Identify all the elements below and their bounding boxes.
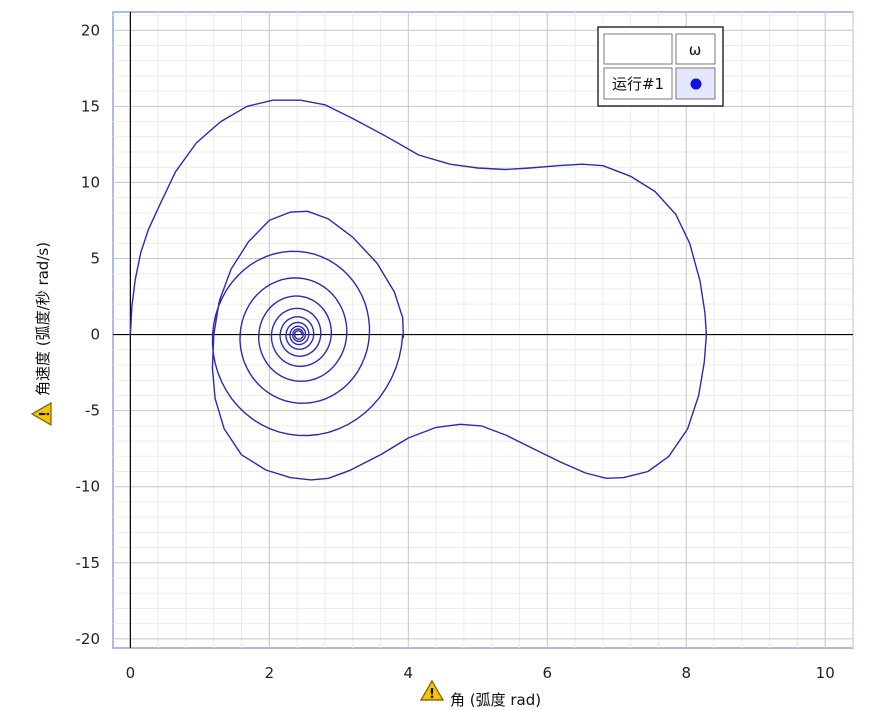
- x-axis-title-group: !: [419, 679, 445, 702]
- svg-text:!: !: [38, 411, 53, 417]
- y-tick-label: -15: [76, 554, 101, 572]
- y-tick-label: 0: [90, 326, 100, 344]
- series-line-omega: [129, 99, 708, 481]
- svg-text:!: !: [429, 687, 435, 702]
- warning-icon[interactable]: !: [30, 401, 53, 427]
- y-tick-label: -10: [76, 478, 101, 496]
- major-grid: [113, 12, 853, 648]
- y-tick-label: 5: [90, 249, 100, 267]
- x-tick-label: 4: [404, 664, 414, 682]
- x-axis-title: 角 (弧度 rad): [450, 691, 541, 709]
- y-tick-label: 20: [81, 21, 100, 39]
- x-tick-label: 8: [681, 664, 691, 682]
- legend-header-cell: [675, 33, 716, 65]
- minor-grid: [113, 12, 854, 648]
- warning-icon[interactable]: !: [419, 679, 445, 702]
- legend-series-header: ω: [689, 41, 702, 59]
- y-tick-labels: -20 -15 -10 -5 0 5 10 15 20: [76, 21, 101, 648]
- legend-run-label: 运行#1: [612, 75, 664, 93]
- legend-row-cell: [603, 67, 673, 100]
- x-tick-label: 2: [265, 664, 275, 682]
- y-tick-label: -20: [76, 630, 101, 648]
- legend[interactable]: ω 运行#1: [597, 26, 724, 107]
- legend-corner-cell: [603, 33, 673, 65]
- legend-series-marker: [690, 78, 702, 90]
- x-tick-label: 6: [542, 664, 552, 682]
- x-tick-label: 10: [816, 664, 835, 682]
- series-layer: [129, 99, 708, 481]
- y-tick-label: 15: [81, 97, 100, 115]
- plot-background: [112, 11, 854, 649]
- y-tick-label: 10: [81, 173, 100, 191]
- x-tick-labels: 0 2 4 6 8 10: [126, 664, 835, 682]
- y-axis-title-group: !: [30, 401, 53, 427]
- y-tick-label: -5: [85, 402, 100, 420]
- y-axis-title: 角速度 (弧度/秒 rad/s): [34, 242, 52, 396]
- x-tick-label: 0: [126, 664, 136, 682]
